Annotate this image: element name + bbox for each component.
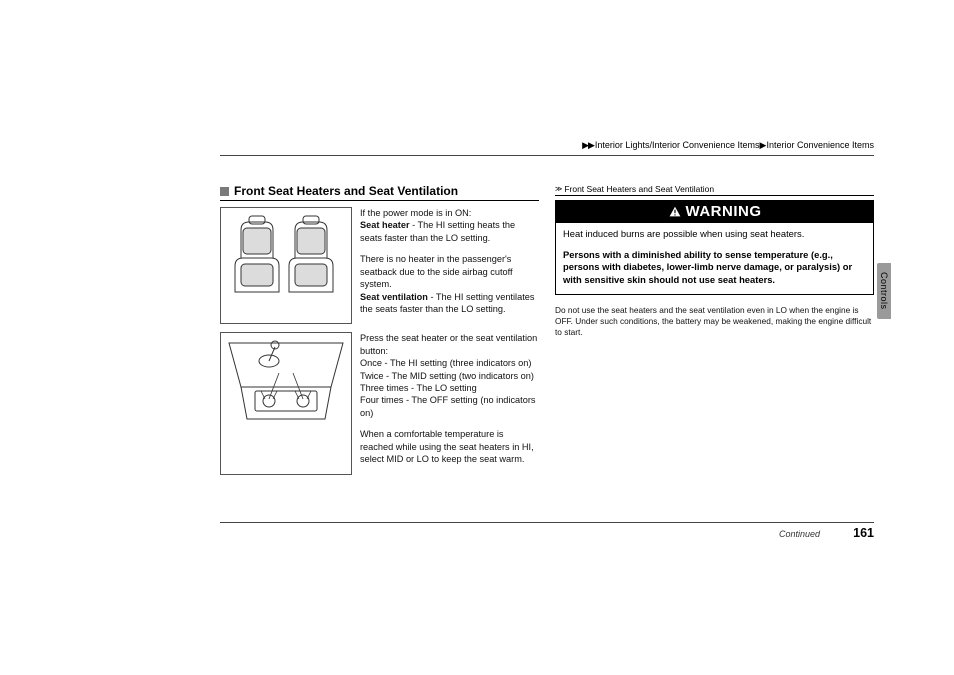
page-footer: Continued 161 xyxy=(220,522,874,540)
para-5a: Once - The HI setting (three indicators … xyxy=(360,358,531,368)
breadcrumb-arrows: ▶▶ xyxy=(582,140,594,150)
warning-body: Heat induced burns are possible when usi… xyxy=(556,223,873,294)
para-5c: Three times - The LO setting xyxy=(360,383,477,393)
breadcrumb-path-2: Interior Convenience Items xyxy=(766,140,874,150)
para-6: When a comfortable temperature is reache… xyxy=(360,428,539,465)
warning-box: WARNING Heat induced burns are possible … xyxy=(555,200,874,295)
page-number: 161 xyxy=(834,526,874,540)
section-tab-label: Controls xyxy=(879,272,889,310)
warning-triangle-icon xyxy=(668,205,682,219)
warning-body-2: Persons with a diminished ability to sen… xyxy=(563,249,866,287)
content-area: Front Seat Heaters and Seat Ventilation xyxy=(220,184,874,483)
ref-marker-icon: ≫ xyxy=(555,185,562,193)
para-block-1: If the power mode is in ON: Seat heater … xyxy=(360,207,539,324)
section-bullet-icon xyxy=(220,187,229,196)
figure-seats xyxy=(220,207,352,324)
para-2: There is no heater in the passenger's se… xyxy=(360,254,513,289)
section-heading: Front Seat Heaters and Seat Ventilation xyxy=(220,184,539,201)
para-5b: Twice - The MID setting (two indicators … xyxy=(360,371,534,381)
console-illustration xyxy=(221,333,351,429)
para-1a: If the power mode is in ON: xyxy=(360,208,471,218)
breadcrumb-path-1: Interior Lights/Interior Convenience Ite… xyxy=(595,140,760,150)
para-3-label: Seat ventilation xyxy=(360,292,428,302)
reference-heading: ≫Front Seat Heaters and Seat Ventilation xyxy=(555,184,874,196)
para-1b-label: Seat heater xyxy=(360,220,410,230)
continued-label: Continued xyxy=(220,529,834,539)
section-tab: Controls xyxy=(877,263,891,319)
para-4: Press the seat heater or the seat ventil… xyxy=(360,333,537,355)
ref-title: Front Seat Heaters and Seat Ventilation xyxy=(564,184,714,194)
manual-page: ▶▶Interior Lights/Interior Convenience I… xyxy=(0,0,954,675)
para-5d: Four times - The OFF setting (no indicat… xyxy=(360,395,535,417)
para-block-2: Press the seat heater or the seat ventil… xyxy=(360,332,539,474)
note-text: Do not use the seat heaters and the seat… xyxy=(555,305,874,339)
seats-illustration xyxy=(221,208,351,304)
warning-body-1: Heat induced burns are possible when usi… xyxy=(563,228,866,241)
warning-title: WARNING xyxy=(686,203,762,220)
right-column: ≫Front Seat Heaters and Seat Ventilation… xyxy=(555,184,874,483)
breadcrumb: ▶▶Interior Lights/Interior Convenience I… xyxy=(220,140,874,156)
breadcrumb-sep: ▶ xyxy=(760,140,766,150)
figure-console xyxy=(220,332,352,474)
warning-header: WARNING xyxy=(556,201,873,223)
section-title: Front Seat Heaters and Seat Ventilation xyxy=(234,184,458,198)
left-column: Front Seat Heaters and Seat Ventilation xyxy=(220,184,539,483)
